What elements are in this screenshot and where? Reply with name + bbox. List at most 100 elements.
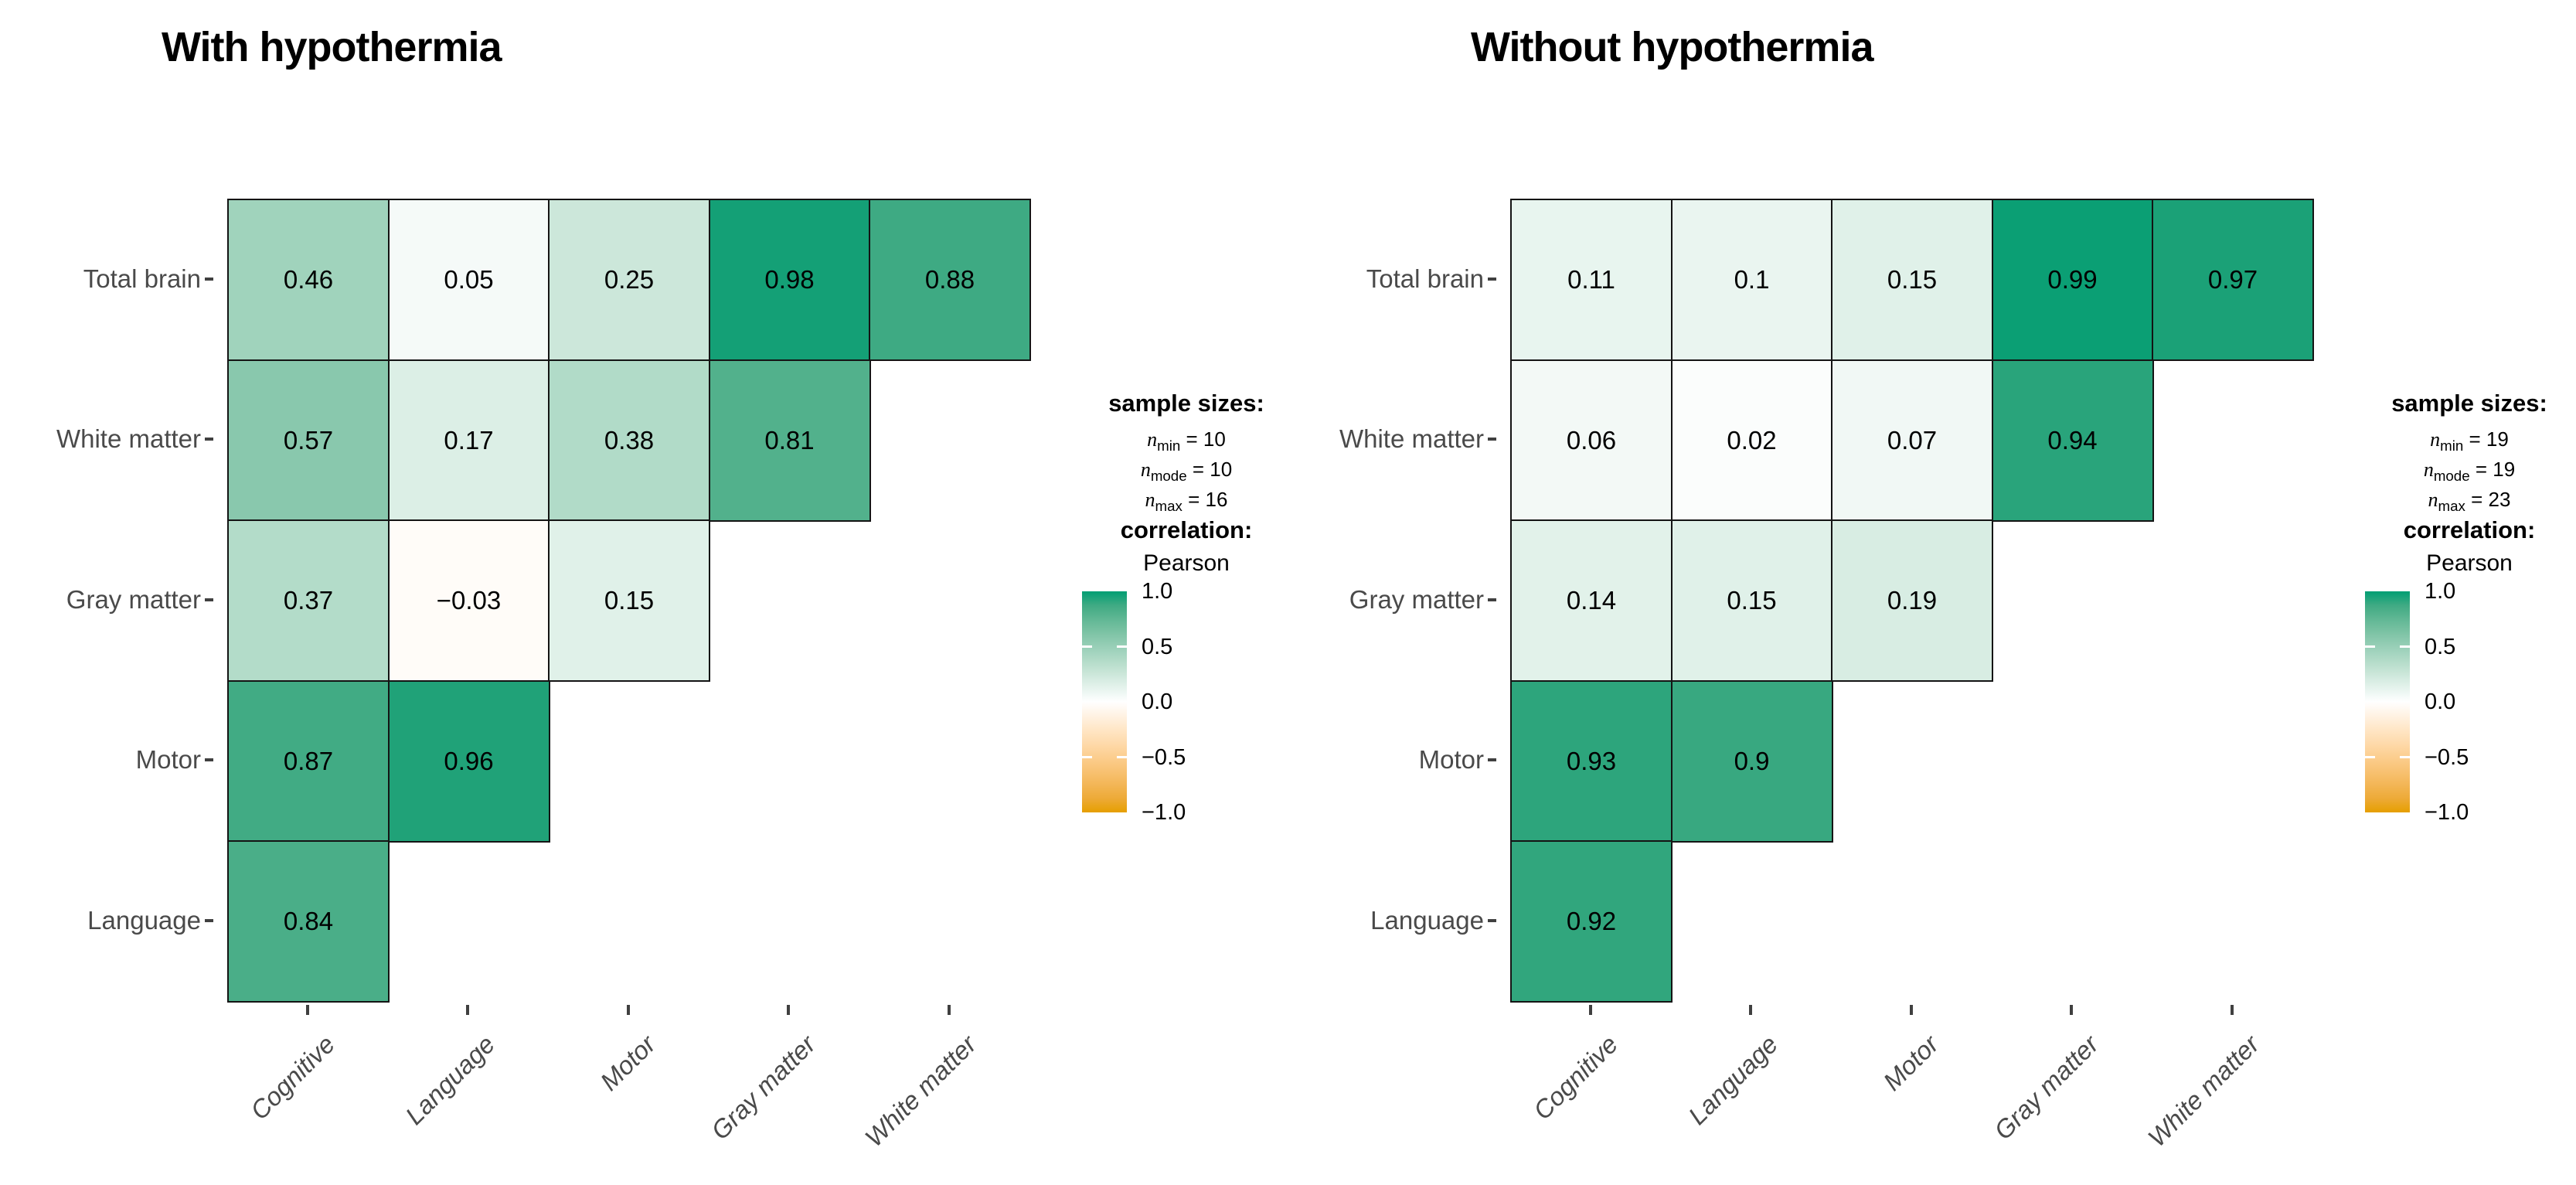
cell-value: 0.92 (1566, 907, 1617, 935)
heatmap-cell: 0.37 (227, 519, 390, 682)
legend: sample sizes: nmin = 19 nmode = 19 nmax = … (1283, 0, 2575, 1185)
sample-size-lines: nmin = 19 nmode = 19 nmax = 23 (2357, 427, 2576, 519)
cell-value: 0.81 (764, 425, 815, 455)
heatmap-cell: 0.25 (548, 199, 710, 361)
y-axis-tick (1488, 438, 1496, 441)
cell-value: 0.17 (444, 425, 494, 455)
legend: sample sizes: nmin = 10 nmode = 10 nmax = … (1082, 390, 1264, 825)
heatmap-cell: 0.14 (1510, 519, 1673, 682)
heatmap-cell: 0.38 (548, 359, 710, 522)
cell-value: 0.07 (1887, 425, 1938, 455)
colorbar-tick-dash (1082, 756, 1092, 758)
cell-value: 0.9 (1734, 746, 1770, 775)
colorbar-tick-label: 0.5 (1142, 634, 1173, 659)
cell-value: 0.97 (2207, 265, 2258, 294)
heatmap-cell: −0.03 (387, 519, 550, 682)
cell-value: 0.1 (1734, 265, 1770, 294)
y-axis-label: Motor (135, 745, 201, 775)
y-axis-tick (205, 758, 213, 762)
heatmap-cell: 0.88 (869, 199, 1031, 361)
heatmap-cell: 0.94 (1991, 359, 2154, 522)
heatmap-cell: 0.15 (548, 519, 710, 682)
heatmap: 0.46 0.05 0.25 0.98 0.88 0.57 0.17 0.38 0.81 0.37… (56, 199, 1031, 1152)
x-axis-tick (947, 1005, 951, 1015)
sample-sizes-heading: sample sizes: (1108, 390, 1264, 417)
colorbar-tick-label: 0.5 (2425, 634, 2456, 659)
sample-size-n_max: nmax = 16 (1145, 488, 1228, 515)
heatmap-cell: 0.97 (2152, 199, 2314, 361)
cell-value: 0.46 (283, 265, 334, 294)
x-axis-tick (2070, 1005, 2074, 1015)
colorbar-tick-dash (1082, 645, 1092, 648)
panel-title: With hypothermia (162, 24, 502, 70)
y-axis-tick (1488, 277, 1496, 281)
cell-value: 0.84 (283, 907, 334, 935)
colorbar-tick-dash (1117, 645, 1127, 648)
cell-value: 0.38 (604, 425, 655, 455)
panel-with-hypothermia: With hypothermia 0.46 0.05 0.25 0.98 0.88 0.5… (56, 24, 1264, 1152)
cell-value: 0.06 (1566, 425, 1617, 455)
colorbar-tick-label: −0.5 (1142, 744, 1186, 770)
cell-value: 0.15 (1727, 586, 1777, 615)
cell-value: 0.19 (1887, 586, 1938, 615)
correlation-heading: correlation: (1120, 516, 1253, 543)
sample-size-n_mode: nmode = 10 (1140, 458, 1233, 485)
heatmap-cell: 0.1 (1670, 199, 1833, 361)
cell-value: 0.25 (604, 265, 655, 294)
colorbar-tick-label: −1.0 (2425, 800, 2469, 825)
colorbar-tick-label: 0.0 (1142, 690, 1173, 714)
cell-value: 0.88 (924, 265, 975, 294)
heatmap-cell: 0.81 (708, 359, 871, 522)
heatmap-cell: 0.19 (1831, 519, 1993, 682)
heatmap-cell: 0.57 (227, 359, 390, 522)
y-axis-label: Language (87, 905, 201, 935)
colorbar-tick-label: −0.5 (2425, 744, 2469, 770)
y-axis-label: Total brain (1366, 264, 1484, 293)
y-axis-label: Motor (1418, 745, 1484, 775)
cell-value: 0.93 (1566, 746, 1617, 775)
sample-size-n_min: nmin = 19 (2430, 427, 2509, 455)
sample-size-n_min: nmin = 10 (1147, 427, 1226, 455)
colorbar-gradient (2365, 591, 2410, 812)
x-axis-tick (1588, 1005, 1592, 1015)
y-axis-tick (205, 277, 213, 281)
x-axis-tick (305, 1005, 309, 1015)
cell-value: 0.96 (444, 746, 494, 775)
cell-value: 0.15 (604, 586, 655, 615)
y-axis-label: Total brain (83, 264, 201, 293)
correlation-method: Pearson (1143, 550, 1230, 576)
colorbar-tick-label: −1.0 (1142, 800, 1186, 825)
heatmap-cell: 0.92 (1510, 840, 1673, 1003)
cell-value: 0.94 (2047, 425, 2098, 455)
heatmap-cell: 0.84 (227, 840, 390, 1003)
cell-value: 0.37 (283, 586, 334, 615)
cell-value: 0.99 (2047, 265, 2098, 294)
heatmap-cell: 0.15 (1670, 519, 1833, 682)
y-axis-label: White matter (56, 424, 201, 454)
y-axis-label: Gray matter (1349, 584, 1484, 614)
colorbar-tick-dash (2365, 756, 2375, 758)
heatmap-cell: 0.15 (1831, 199, 1993, 361)
x-axis-tick (787, 1005, 791, 1015)
colorbar-gradient (1082, 591, 1127, 812)
cell-value: 0.98 (764, 265, 815, 294)
cell-value: 0.87 (283, 746, 334, 775)
colorbar-tick-label: 1.0 (1142, 579, 1173, 604)
cell-value: −0.03 (436, 586, 502, 615)
y-axis-tick (1488, 918, 1496, 922)
heatmap-cell: 0.11 (1510, 199, 1673, 361)
heatmap-cell: 0.9 (1670, 679, 1833, 843)
cell-value: 0.14 (1566, 586, 1617, 615)
cell-value: 0.02 (1727, 425, 1777, 455)
colorbar-tick-dash (2400, 756, 2410, 758)
sample-size-n_mode: nmode = 19 (2423, 458, 2516, 485)
panel-without-hypothermia: Without hypothermia 0.11 0.1 0.15 0.99 0.97 0… (1283, 0, 2575, 1185)
y-axis-tick (205, 918, 213, 922)
heatmap: 0.11 0.1 0.15 0.99 0.97 0.06 0.02 0.07 0.94 0.14 0… (1283, 0, 2575, 1185)
heatmap-cell: 0.02 (1670, 359, 1833, 522)
heatmap-cell: 0.99 (1991, 199, 2154, 361)
y-axis-label: Language (1370, 905, 1484, 935)
y-axis-label: Gray matter (66, 584, 201, 614)
colorbar-tick-label: 0.0 (2425, 690, 2456, 714)
